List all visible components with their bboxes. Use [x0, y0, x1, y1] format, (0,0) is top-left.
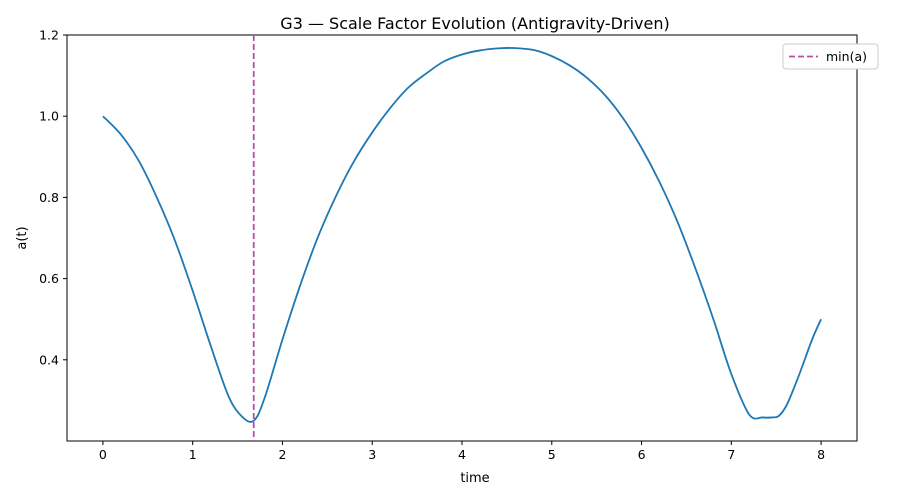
y-tick-label: 1.0 — [39, 109, 59, 124]
x-axis-label: time — [460, 471, 489, 486]
chart-title: G3 — Scale Factor Evolution (Antigravity… — [280, 14, 669, 33]
y-tick-label: 1.2 — [39, 28, 59, 43]
x-tick-label: 7 — [727, 447, 735, 462]
x-axis: 0 1 2 3 4 5 6 7 8 — [99, 441, 825, 462]
y-tick-label: 0.8 — [39, 190, 59, 205]
x-tick-label: 5 — [548, 447, 556, 462]
legend-label-min-a: min(a) — [826, 49, 867, 64]
plot-area-frame — [66, 34, 858, 442]
x-tick-label: 2 — [278, 447, 286, 462]
x-tick-label: 3 — [368, 447, 376, 462]
legend-box — [782, 43, 879, 70]
x-tick-label: 1 — [189, 447, 197, 462]
y-axis-label: a(t) — [15, 226, 30, 249]
legend: min(a) — [782, 43, 879, 70]
x-tick-label: 4 — [458, 447, 466, 462]
y-axis: 0.4 0.6 0.8 1.0 1.2 — [39, 28, 67, 367]
x-tick-label: 6 — [638, 447, 646, 462]
x-tick-label: 8 — [817, 447, 825, 462]
y-tick-label: 0.6 — [39, 271, 59, 286]
series-line-a-of-t — [102, 46, 822, 423]
x-tick-label: 0 — [99, 447, 107, 462]
y-tick-label: 0.4 — [39, 352, 59, 367]
